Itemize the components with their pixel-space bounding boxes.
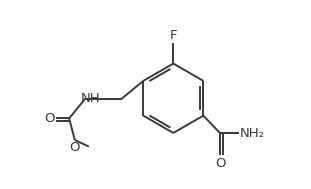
Text: F: F xyxy=(169,29,177,42)
Text: O: O xyxy=(215,156,225,170)
Text: NH: NH xyxy=(81,92,101,105)
Text: O: O xyxy=(44,112,54,125)
Text: O: O xyxy=(70,141,80,154)
Text: NH₂: NH₂ xyxy=(240,127,265,140)
